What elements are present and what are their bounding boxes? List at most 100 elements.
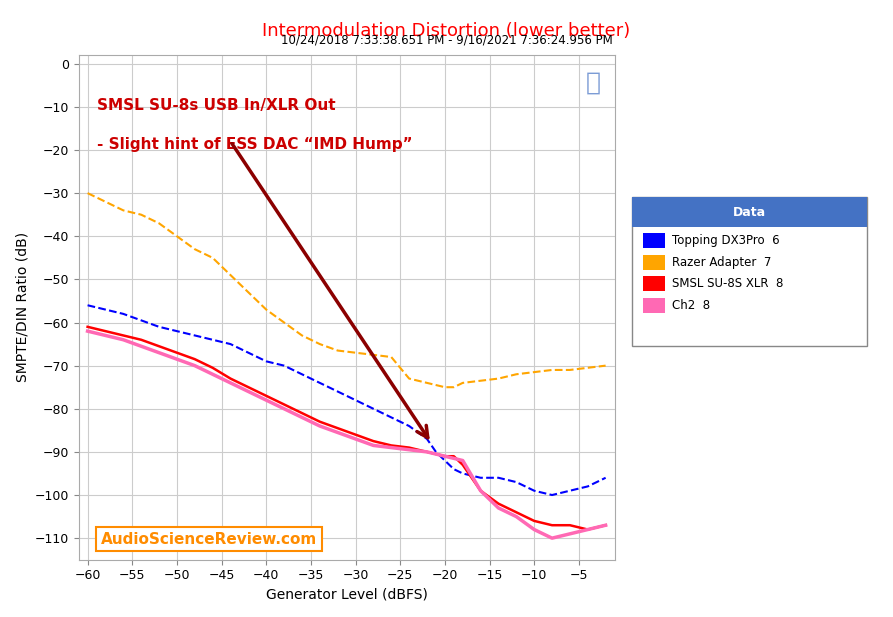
Razer Adapter  7 [564, 366, 575, 374]
SMSL SU-8S XLR  8 [547, 521, 557, 529]
Text: SMSL SU-8S XLR  8: SMSL SU-8S XLR 8 [672, 277, 784, 291]
SMSL SU-8S XLR  8 [314, 418, 325, 425]
Razer Adapter  7 [493, 375, 504, 383]
Razer Adapter  7 [261, 306, 271, 313]
Razer Adapter  7 [171, 233, 182, 240]
SMSL SU-8S XLR  8 [296, 409, 307, 416]
Line: Topping DX3Pro  6: Topping DX3Pro 6 [88, 305, 605, 495]
SMSL SU-8S XLR  8 [439, 452, 450, 460]
SMSL SU-8S XLR  8 [189, 355, 200, 363]
Ch2  8 [225, 379, 236, 387]
Razer Adapter  7 [600, 362, 611, 370]
Ch2  8 [529, 526, 539, 533]
Razer Adapter  7 [547, 366, 557, 374]
Topping DX3Pro  6 [118, 310, 129, 318]
Ch2  8 [448, 455, 459, 462]
Text: - Slight hint of ESS DAC “IMD Hump”: - Slight hint of ESS DAC “IMD Hump” [96, 137, 413, 152]
Topping DX3Pro  6 [404, 422, 414, 429]
Topping DX3Pro  6 [475, 474, 486, 481]
Topping DX3Pro  6 [529, 487, 539, 494]
Topping DX3Pro  6 [261, 358, 271, 365]
Text: Ch2  8: Ch2 8 [672, 299, 711, 312]
Ch2  8 [314, 422, 325, 429]
Topping DX3Pro  6 [600, 474, 611, 481]
Topping DX3Pro  6 [582, 482, 593, 490]
Topping DX3Pro  6 [82, 302, 93, 309]
Ch2  8 [243, 388, 254, 395]
Ch2  8 [279, 405, 289, 413]
SMSL SU-8S XLR  8 [600, 521, 611, 529]
SMSL SU-8S XLR  8 [82, 323, 93, 331]
SMSL SU-8S XLR  8 [475, 487, 486, 494]
Text: Data: Data [733, 205, 766, 219]
SMSL SU-8S XLR  8 [457, 461, 468, 468]
Ch2  8 [368, 442, 379, 449]
Topping DX3Pro  6 [314, 379, 325, 387]
Razer Adapter  7 [511, 371, 522, 378]
Topping DX3Pro  6 [439, 457, 450, 464]
Razer Adapter  7 [582, 364, 593, 371]
Ch2  8 [386, 444, 396, 451]
SMSL SU-8S XLR  8 [154, 342, 164, 350]
Topping DX3Pro  6 [457, 470, 468, 477]
Topping DX3Pro  6 [296, 371, 307, 378]
SMSL SU-8S XLR  8 [564, 521, 575, 529]
Topping DX3Pro  6 [493, 474, 504, 481]
SMSL SU-8S XLR  8 [529, 517, 539, 524]
Topping DX3Pro  6 [136, 317, 146, 324]
Razer Adapter  7 [457, 379, 468, 387]
Topping DX3Pro  6 [225, 341, 236, 348]
Razer Adapter  7 [296, 332, 307, 339]
Ch2  8 [171, 355, 182, 363]
Topping DX3Pro  6 [171, 328, 182, 335]
Text: Topping DX3Pro  6: Topping DX3Pro 6 [672, 234, 780, 247]
Ch2  8 [100, 332, 111, 339]
Ch2  8 [136, 342, 146, 350]
Ch2  8 [511, 513, 522, 520]
Topping DX3Pro  6 [100, 306, 111, 313]
SMSL SU-8S XLR  8 [404, 444, 414, 451]
Topping DX3Pro  6 [189, 332, 200, 339]
SMSL SU-8S XLR  8 [207, 364, 218, 371]
SMSL SU-8S XLR  8 [430, 450, 441, 458]
Text: Intermodulation Distortion (lower better): Intermodulation Distortion (lower better… [263, 22, 630, 39]
SMSL SU-8S XLR  8 [243, 384, 254, 391]
Text: 10/24/2018 7:33:38.651 PM - 9/16/2021 7:36:24.956 PM: 10/24/2018 7:33:38.651 PM - 9/16/2021 7:… [280, 34, 613, 47]
Topping DX3Pro  6 [511, 478, 522, 486]
Ch2  8 [564, 530, 575, 537]
SMSL SU-8S XLR  8 [493, 500, 504, 507]
Topping DX3Pro  6 [154, 323, 164, 331]
SMSL SU-8S XLR  8 [332, 424, 343, 432]
Line: SMSL SU-8S XLR  8: SMSL SU-8S XLR 8 [88, 327, 605, 529]
Ch2  8 [547, 534, 557, 542]
Ch2  8 [439, 452, 450, 460]
Text: ꟲ: ꟲ [586, 70, 601, 94]
Topping DX3Pro  6 [207, 336, 218, 344]
X-axis label: Generator Level (dBFS): Generator Level (dBFS) [266, 588, 428, 602]
Ch2  8 [350, 435, 361, 442]
Razer Adapter  7 [100, 198, 111, 205]
Y-axis label: SMPTE/DIN Ratio (dB): SMPTE/DIN Ratio (dB) [15, 233, 29, 383]
SMSL SU-8S XLR  8 [171, 349, 182, 357]
Razer Adapter  7 [350, 349, 361, 357]
Topping DX3Pro  6 [243, 349, 254, 357]
Razer Adapter  7 [529, 368, 539, 376]
SMSL SU-8S XLR  8 [421, 448, 432, 455]
Topping DX3Pro  6 [332, 388, 343, 395]
Razer Adapter  7 [207, 254, 218, 262]
SMSL SU-8S XLR  8 [350, 431, 361, 438]
SMSL SU-8S XLR  8 [136, 336, 146, 344]
Topping DX3Pro  6 [386, 413, 396, 421]
Topping DX3Pro  6 [368, 405, 379, 413]
Razer Adapter  7 [118, 207, 129, 214]
Ch2  8 [582, 526, 593, 533]
Ch2  8 [457, 457, 468, 464]
Ch2  8 [430, 450, 441, 458]
Text: SMSL SU-8s USB In/XLR Out: SMSL SU-8s USB In/XLR Out [96, 98, 335, 114]
SMSL SU-8S XLR  8 [368, 437, 379, 445]
SMSL SU-8S XLR  8 [511, 508, 522, 516]
Razer Adapter  7 [368, 351, 379, 358]
SMSL SU-8S XLR  8 [261, 392, 271, 400]
Text: Razer Adapter  7: Razer Adapter 7 [672, 255, 772, 269]
Ch2  8 [154, 349, 164, 357]
